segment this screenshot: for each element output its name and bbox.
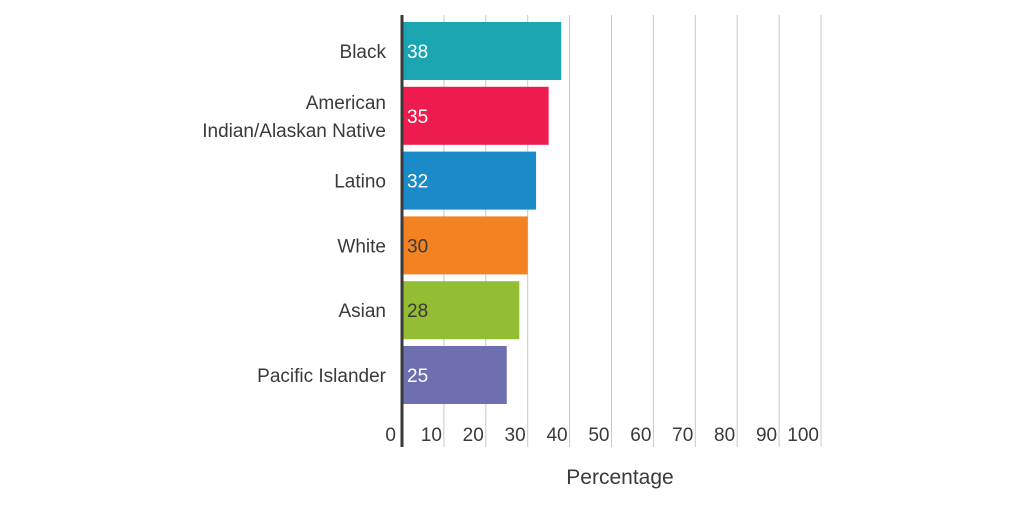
bar <box>402 281 520 340</box>
category-label: Pacific Islander <box>257 366 387 387</box>
bar <box>402 86 549 145</box>
category-label: Asian <box>338 301 386 322</box>
x-tick-label: 80 <box>714 425 735 446</box>
x-tick-label: 0 <box>385 425 396 446</box>
bar <box>402 216 528 275</box>
bar <box>402 346 507 404</box>
x-tick-label: 60 <box>630 425 651 446</box>
x-tick-label: 40 <box>546 425 567 446</box>
category-label: Black <box>340 42 387 63</box>
category-label: Indian/Alaskan Native <box>202 121 386 142</box>
category-label: White <box>337 236 386 257</box>
x-tick-label: 70 <box>672 425 693 446</box>
category-label: American <box>306 93 386 114</box>
bar <box>402 151 537 210</box>
bar <box>402 22 562 80</box>
x-tick-label: 10 <box>421 425 442 446</box>
x-tick-label: 90 <box>756 425 777 446</box>
x-tick-label: 20 <box>463 425 484 446</box>
x-tick-label: 100 <box>787 425 819 446</box>
bar-value-label: 35 <box>407 107 428 128</box>
x-tick-label: 50 <box>588 425 609 446</box>
x-axis-title: Percentage <box>566 466 673 489</box>
bar-value-label: 25 <box>407 366 428 387</box>
bar-value-label: 30 <box>407 236 428 257</box>
bar-value-label: 38 <box>407 42 428 63</box>
x-tick-label: 30 <box>505 425 526 446</box>
bar-value-label: 32 <box>407 172 428 193</box>
bar-value-label: 28 <box>407 301 428 322</box>
category-label: Latino <box>334 172 386 193</box>
